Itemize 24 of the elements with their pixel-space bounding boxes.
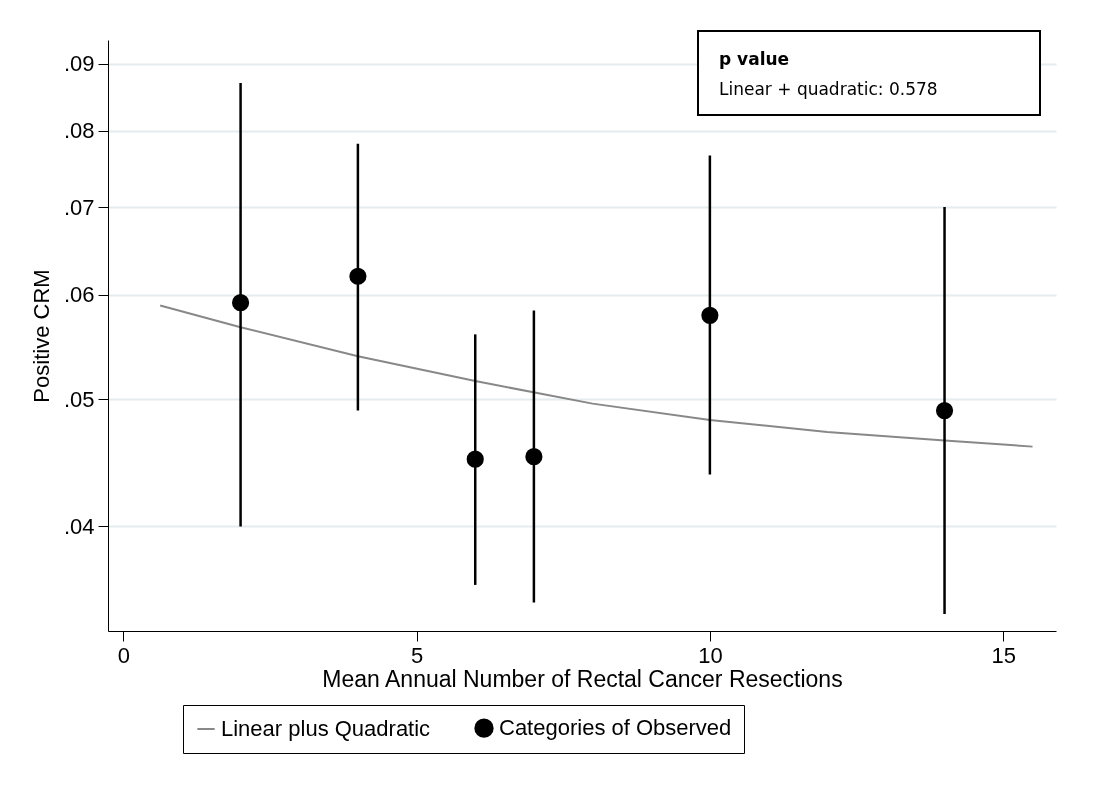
point: [232, 294, 250, 312]
note-box: p value Linear + quadratic: 0.578: [697, 30, 1041, 116]
annotation: Linear + quadratic: 0.578: [719, 78, 939, 101]
legend-label: Linear plus Quadratic: [221, 716, 431, 741]
point: [935, 402, 954, 420]
point: [349, 267, 367, 285]
point: [525, 448, 543, 466]
x-tick-label: 0: [117, 642, 130, 668]
line-series: [159, 304, 1034, 448]
y-tick-label: .06: [63, 282, 95, 308]
x-axis-title: Mean Annual Number of Rectal Cancer Resections: [322, 665, 843, 692]
y-tick-label: .09: [63, 51, 95, 77]
y-tick-label: .04: [63, 513, 95, 539]
y-axis-title: Positive CRM: [28, 269, 54, 403]
point: [701, 306, 719, 324]
legend-label: Categories of Observed: [499, 715, 732, 741]
x-tick-label: 10: [698, 642, 723, 668]
x-tick-label: 15: [991, 642, 1016, 668]
x-tick-label: 5: [410, 642, 424, 668]
y-tick-label: .08: [63, 118, 95, 144]
annotation: p value: [719, 48, 791, 71]
y-tick-label: .05: [63, 386, 95, 412]
point: [466, 450, 484, 468]
y-tick-label: .07: [63, 194, 95, 220]
